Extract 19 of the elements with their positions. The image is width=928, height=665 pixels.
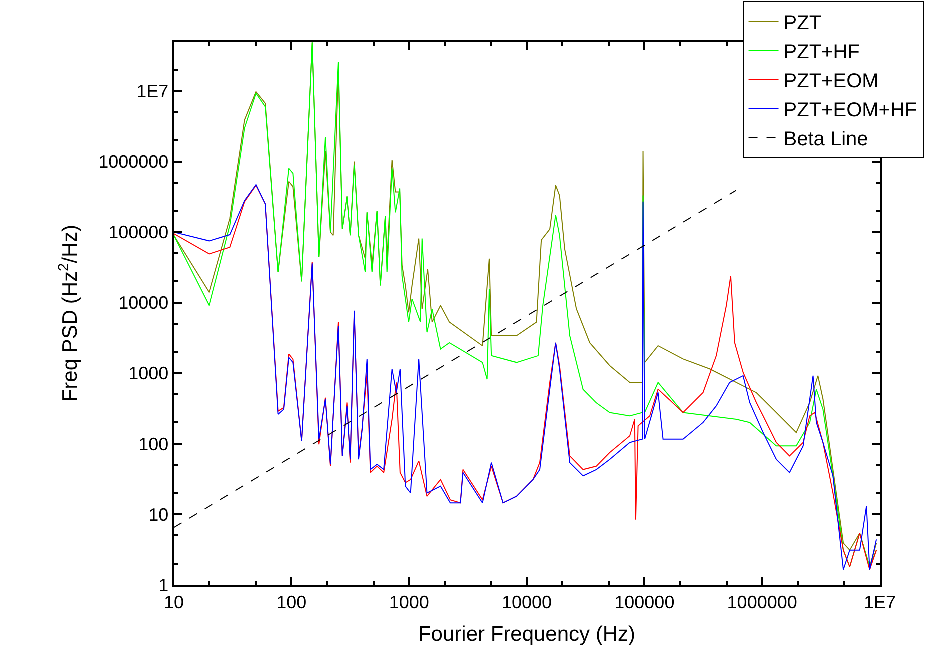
x-tick-label: 1000000 — [727, 592, 798, 612]
y-tick-label: 10 — [148, 504, 169, 525]
x-tick-label: 10000 — [502, 592, 552, 612]
legend-label: PZT+EOM — [784, 70, 879, 93]
x-tick-label: 1000 — [389, 592, 430, 612]
y-tick-label: 100 — [138, 434, 169, 454]
x-tick-label: 1E7 — [864, 592, 896, 612]
legend-label: Beta Line — [784, 128, 868, 151]
y-tick-label: 1E7 — [136, 82, 169, 102]
x-tick-label: 100000 — [614, 592, 675, 612]
y-tick-label: 10000 — [118, 293, 169, 314]
y-tick-label: 1000000 — [98, 152, 169, 172]
y-tick-label: 1000 — [128, 364, 169, 384]
legend-label: PZT — [784, 12, 822, 35]
x-tick-label: 100 — [276, 592, 307, 612]
x-axis-title: Fourier Frequency (Hz) — [418, 623, 636, 646]
legend-label: PZT+HF — [784, 42, 860, 64]
legend-label: PZT+EOM+HF — [784, 100, 918, 122]
y-tick-label: 100000 — [108, 222, 169, 243]
